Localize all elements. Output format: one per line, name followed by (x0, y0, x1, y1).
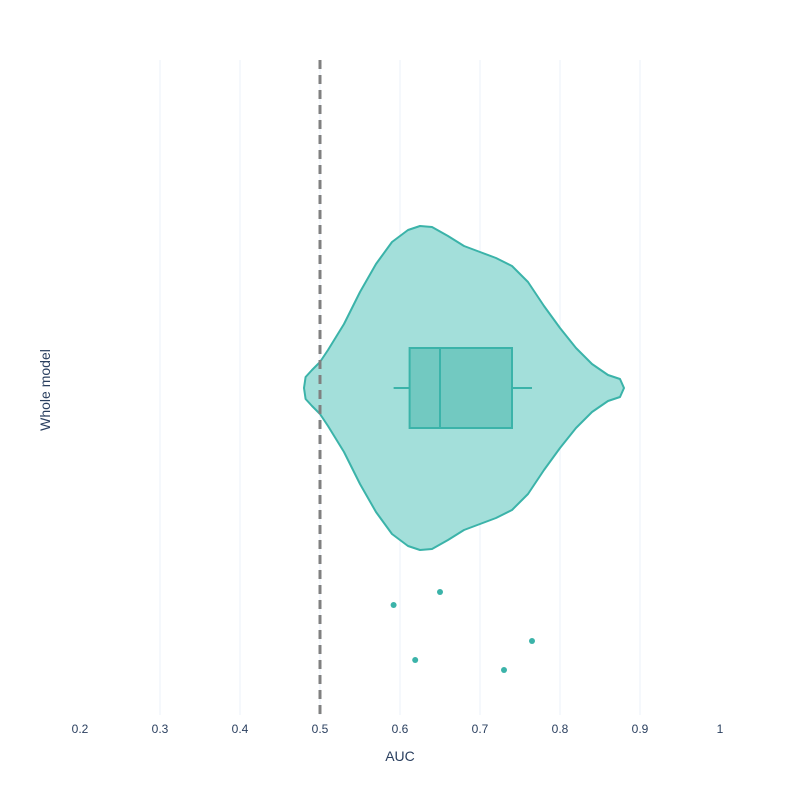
box-plot (393, 347, 532, 429)
y-axis-title: Whole model (37, 349, 53, 431)
iqr-box (408, 347, 514, 429)
x-tick-1: 1 (717, 722, 724, 736)
x-tick-0.6: 0.6 (392, 722, 409, 736)
x-axis-title: AUC (385, 748, 415, 764)
data-point (412, 657, 419, 663)
x-tick-0.7: 0.7 (472, 722, 489, 736)
data-point (390, 602, 397, 608)
data-point (437, 589, 443, 595)
x-tick-0.4: 0.4 (232, 722, 249, 736)
x-tick-0.3: 0.3 (152, 722, 169, 736)
data-point (501, 667, 507, 673)
x-tick-0.9: 0.9 (632, 722, 649, 736)
data-point (529, 638, 535, 644)
x-tick-0.5: 0.5 (312, 722, 329, 736)
x-tick-0.2: 0.2 (72, 722, 89, 736)
x-tick-0.8: 0.8 (552, 722, 569, 736)
x-tick-labels: 0.2 0.3 0.4 0.5 0.6 0.7 0.8 0.9 1 (72, 722, 724, 736)
data-points (390, 589, 535, 673)
